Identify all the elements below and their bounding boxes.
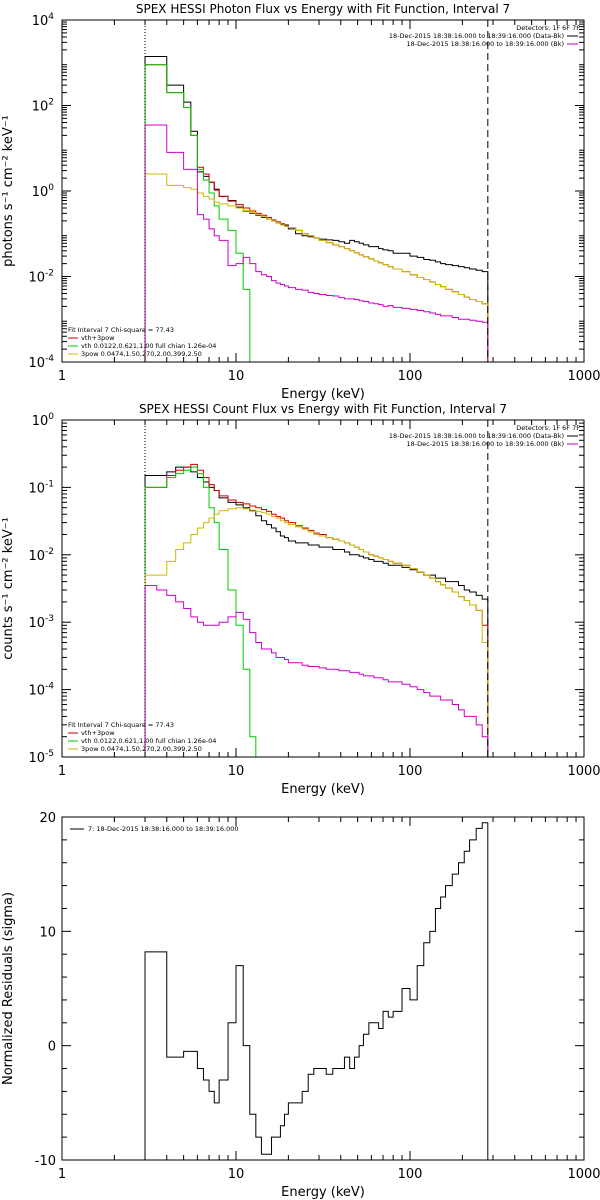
legend-entry-label: vth 0.0122,0.621,1.00 full chian 1.26e-0… <box>81 737 216 745</box>
plot-frame <box>61 419 585 758</box>
ytick-label: 10 <box>39 925 56 940</box>
legend-detectors: Detectors: 1F 6F 7F <box>516 24 580 32</box>
ytick-base: 10 <box>28 751 45 766</box>
series-line-2 <box>144 64 256 362</box>
ytick-label: 104 <box>32 12 55 29</box>
series-line-4 <box>144 585 489 757</box>
ytick-base: 10 <box>28 356 45 371</box>
xtick-label: 1 <box>58 1167 66 1182</box>
plot-frame <box>61 19 585 363</box>
legend-entry-label: 18-Dec-2015 18:38:16.000 to 18:39:16.000… <box>407 40 565 48</box>
residuals-chart: 1 10 100 1000 Energy (keV) -10 0 10 20 Normalized… <box>1 811 600 1200</box>
ytick-base: 10 <box>28 271 45 286</box>
xtick-label: 10 <box>228 764 245 779</box>
legend-fit-header: Fit Interval 7 Chi-square = 77.43 <box>68 326 174 334</box>
xtick-label: 1000 <box>567 1167 600 1182</box>
ytick-exp: -2 <box>45 547 54 557</box>
ytick-label: 10-4 <box>28 354 54 371</box>
ytick-label: 102 <box>32 98 54 115</box>
ytick-label: 100 <box>32 183 55 200</box>
series-line-3 <box>144 173 489 362</box>
count-flux-chart: SPEX HESSI Count Flux vs Energy with Fit… <box>1 402 600 797</box>
series-group <box>144 56 489 362</box>
ytick-base: 10 <box>28 481 45 496</box>
legend-entry-label: vth 0.0122,0.621,1.00 full chian 1.26e-0… <box>81 342 216 350</box>
ytick-exp: 0 <box>48 183 54 193</box>
ytick-label: 100 <box>32 412 55 429</box>
series-line-1 <box>144 64 489 362</box>
ytick-base: 10 <box>28 616 45 631</box>
series-line-3 <box>144 507 489 757</box>
x-axis-label: Energy (keV) <box>281 387 365 402</box>
series-group <box>144 463 489 757</box>
xtick-label: 100 <box>398 764 423 779</box>
ytick-label: 10-5 <box>28 749 54 766</box>
x-axis-label: Energy (keV) <box>281 782 365 797</box>
photon-flux-chart: SPEX HESSI Photon Flux vs Energy with Fi… <box>1 2 600 402</box>
y-axis-label: counts s⁻¹ cm⁻² keV⁻¹ <box>1 517 16 660</box>
xtick-label: 1 <box>58 764 66 779</box>
legend-entry-label: 18-Dec-2015 18:38:16.000 to 18:39:16.000… <box>407 440 565 448</box>
ytick-label: 10-2 <box>28 547 54 564</box>
legend-detectors: Detectors: 1F 6F 7F <box>516 424 580 432</box>
xtick-label: 10 <box>228 1167 245 1182</box>
ytick-exp: -5 <box>45 749 54 759</box>
series-line-2 <box>144 466 257 757</box>
legend-entry-label: vth+3pow <box>81 334 115 342</box>
legend-entry-label: vth+3pow <box>81 729 115 737</box>
legend-fit-header: Fit Interval 7 Chi-square = 77.43 <box>68 721 174 729</box>
xtick-label: 100 <box>398 369 423 384</box>
ytick-base: 10 <box>28 684 45 699</box>
ytick-exp: 2 <box>48 98 54 108</box>
ytick-label: 20 <box>39 811 56 826</box>
chart-title: SPEX HESSI Photon Flux vs Energy with Fi… <box>136 2 510 16</box>
ytick-base: 10 <box>28 549 45 564</box>
xtick-label: 1000 <box>567 764 600 779</box>
ytick-base: 10 <box>32 414 49 429</box>
ytick-base: 10 <box>32 185 49 200</box>
series-line-0 <box>144 466 489 757</box>
plot-frame <box>61 816 585 1161</box>
xtick-label: 100 <box>398 1167 423 1182</box>
ytick-label: -10 <box>35 1154 56 1169</box>
ytick-label: 10-3 <box>28 614 54 631</box>
ytick-base: 10 <box>32 100 49 115</box>
legend-entry-label: 18-Dec-2015 18:38:16.000 to 18:39:16.000… <box>389 432 564 440</box>
xtick-label: 10 <box>228 369 245 384</box>
chart-title: SPEX HESSI Count Flux vs Energy with Fit… <box>139 402 507 416</box>
xtick-label: 1000 <box>567 369 600 384</box>
legend-entry-label: 18-Dec-2015 18:38:16.000 to 18:39:16.000… <box>389 32 564 40</box>
ytick-exp: -3 <box>45 614 54 624</box>
series-group <box>144 822 489 1160</box>
ytick-exp: -4 <box>45 682 54 692</box>
x-axis-label: Energy (keV) <box>281 1185 365 1200</box>
y-axis-label: photons s⁻¹ cm⁻² keV⁻¹ <box>1 115 16 267</box>
legend-entry-label: 3pow 0.0474,1.50,270,2.00,399,2.50 <box>81 745 202 753</box>
ytick-label: 10-4 <box>28 682 54 699</box>
ytick-exp: -2 <box>45 269 54 279</box>
series-line-1 <box>144 463 489 757</box>
ytick-base: 10 <box>32 14 49 29</box>
ytick-exp: -1 <box>45 479 54 489</box>
ytick-exp: 0 <box>48 412 54 422</box>
ytick-label: 0 <box>48 1040 56 1055</box>
y-axis-label: Normalized Residuals (sigma) <box>1 892 16 1085</box>
ytick-exp: 4 <box>48 12 54 22</box>
ytick-label: 10-1 <box>28 479 54 496</box>
ytick-exp: -4 <box>45 354 54 364</box>
series-line-0 <box>144 56 489 362</box>
series-line-4 <box>144 124 489 362</box>
ytick-label: 10-2 <box>28 269 54 286</box>
legend-entry-label: 3pow 0.0474,1.50,270,2.00,399,2.50 <box>81 350 202 358</box>
legend-entry-label: 7: 18-Dec-2015 18:38:16.000 to 18:39:16.… <box>88 825 239 833</box>
xtick-label: 1 <box>58 369 66 384</box>
series-line-0 <box>144 822 489 1160</box>
